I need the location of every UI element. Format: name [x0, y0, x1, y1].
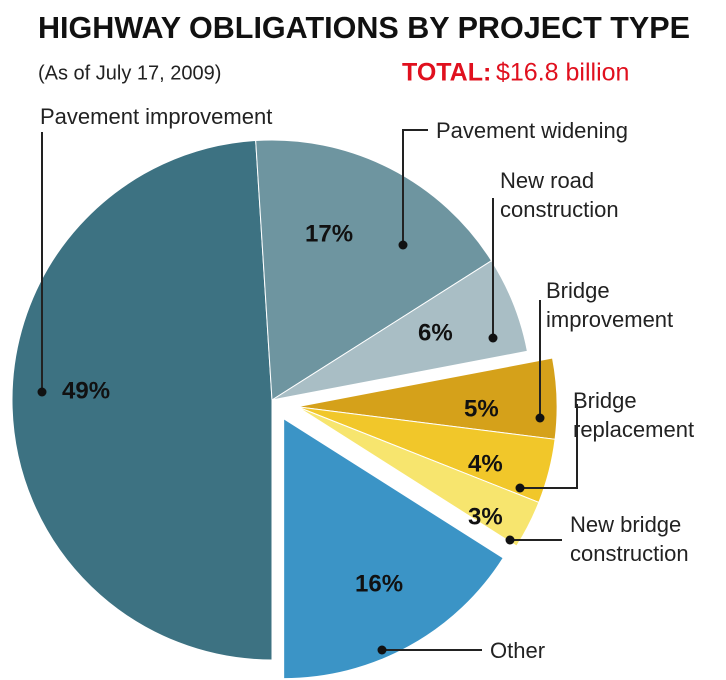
- pie-slice: [296, 406, 540, 547]
- leader-dot: [398, 240, 408, 250]
- category-label: Pavement improvement: [40, 104, 273, 129]
- category-label: Other: [490, 638, 546, 663]
- category-label: New road construction: [500, 168, 619, 222]
- leader-line: [520, 404, 578, 489]
- leader-dot: [37, 387, 47, 397]
- chart-title: HIGHWAY OBLIGATIONS BY PROJECT TYPE: [38, 10, 690, 45]
- value-label: 49%: [62, 377, 110, 404]
- pie-slice: [283, 417, 504, 680]
- value-label: 4%: [468, 450, 503, 477]
- value-label: 17%: [305, 220, 353, 247]
- pie-slice: [255, 139, 493, 401]
- total-label: TOTAL:: [402, 59, 491, 87]
- pie-slice: [11, 139, 273, 661]
- category-label: New bridge construction: [570, 512, 689, 566]
- total-value: $16.8 billion: [496, 59, 629, 87]
- leader-dot: [488, 333, 498, 343]
- leader-dot: [535, 413, 545, 423]
- pie-slice: [271, 259, 528, 401]
- category-label: Bridge replacement: [573, 388, 695, 442]
- leader-dot: [377, 645, 387, 655]
- value-label: 16%: [355, 570, 403, 597]
- chart-subtitle: (As of July 17, 2009): [38, 62, 221, 84]
- value-label: 5%: [464, 395, 499, 422]
- leader-dot: [505, 535, 515, 545]
- value-label: 6%: [418, 319, 453, 346]
- category-label: Pavement widening: [436, 118, 629, 143]
- value-label: 3%: [468, 503, 503, 530]
- leader-line: [402, 129, 428, 245]
- category-label: Bridge improvement: [546, 278, 674, 332]
- leader-dot: [515, 483, 525, 493]
